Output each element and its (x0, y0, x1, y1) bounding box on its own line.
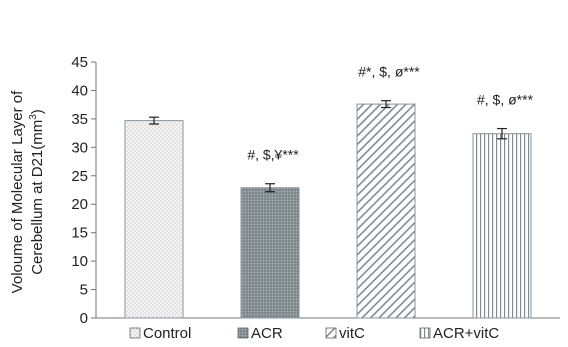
y-tick-label: 10 (71, 253, 88, 270)
legend-label: Control (143, 325, 191, 342)
legend: Control ACR vitC ACR+vitC (129, 325, 499, 342)
y-axis-label-line2: Cerebellum at D21(mm3) (28, 109, 46, 275)
y-tick-label: 20 (71, 196, 88, 213)
significance-label: #*, $, ø*** (358, 64, 420, 80)
bar-vitc (356, 103, 416, 319)
error-bars (149, 100, 507, 193)
y-tick-label: 25 (71, 168, 88, 185)
bar-control (124, 120, 184, 319)
legend-swatch (419, 327, 431, 339)
y-axis-label: Voloume of Molecular Layer of Cerebellum … (9, 90, 46, 293)
y-tick-label: 0 (80, 310, 88, 327)
y-tick-label: 5 (80, 282, 88, 299)
y-tick-label: 30 (71, 139, 88, 156)
y-tick-label: 45 (71, 54, 88, 71)
y-tick-label: 40 (71, 82, 88, 99)
legend-label: ACR (251, 325, 283, 342)
bar-acr (240, 187, 300, 319)
legend-label: ACR+vitC (433, 325, 499, 342)
y-tick-label: 15 (71, 225, 88, 242)
legend-swatch (129, 327, 141, 339)
legend-label: vitC (339, 325, 365, 342)
y-axis-label-main: Cerebellum at D21(mm (29, 120, 46, 275)
y-axis-label-superscript: 3 (28, 114, 39, 120)
annotations: #, $,¥*** #*, $, ø*** #, $, ø*** (247, 64, 533, 163)
bar-acr-vitc (472, 133, 532, 319)
y-axis-label-close: ) (29, 109, 46, 114)
y-tick-label: 35 (71, 111, 88, 128)
significance-label: #, $, ø*** (477, 92, 534, 108)
legend-swatch (237, 327, 249, 339)
y-axis-label-line1: Voloume of Molecular Layer of (9, 90, 26, 293)
legend-swatch (325, 327, 337, 339)
significance-label: #, $,¥*** (247, 147, 299, 163)
bars (124, 103, 532, 319)
